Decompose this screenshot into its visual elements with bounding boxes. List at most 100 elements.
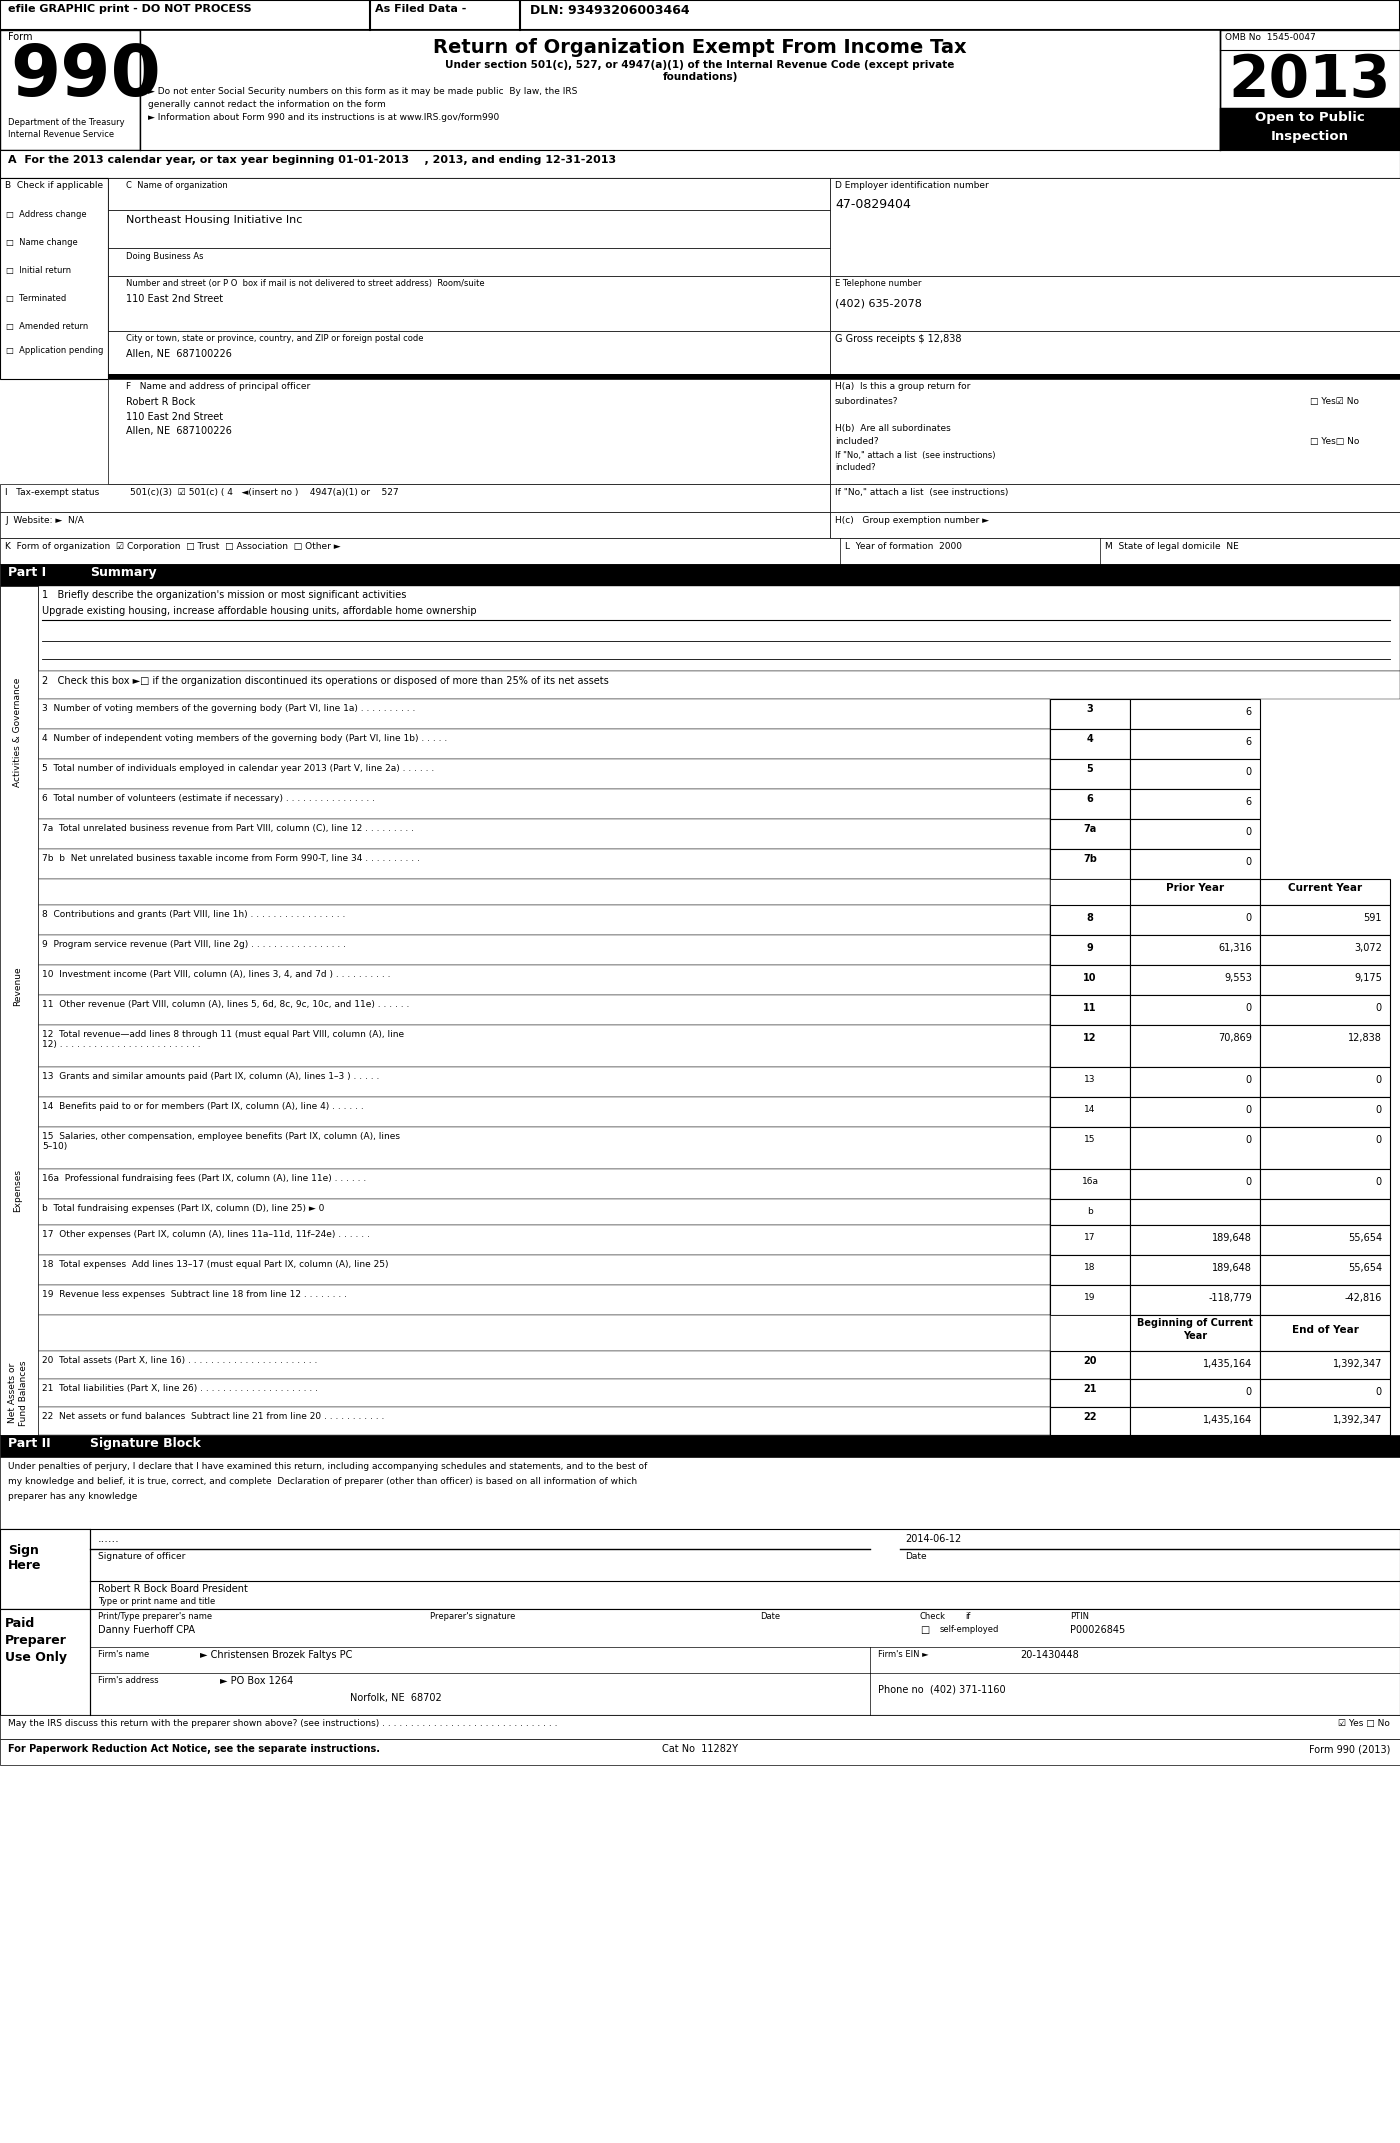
Text: □  Amended return: □ Amended return (6, 321, 88, 330)
Text: May the IRS discuss this return with the preparer shown above? (see instructions: May the IRS discuss this return with the… (8, 1719, 557, 1727)
Bar (38, 1097, 1050, 1127)
Text: I   Tax-exempt status: I Tax-exempt status (6, 489, 99, 497)
Bar (1050, 934, 1130, 964)
Text: ► PO Box 1264: ► PO Box 1264 (220, 1676, 293, 1687)
Bar (1130, 789, 1260, 819)
Text: □  Application pending: □ Application pending (6, 345, 104, 356)
Text: Allen, NE  687100226: Allen, NE 687100226 (126, 426, 232, 435)
Text: Prior Year: Prior Year (1166, 883, 1224, 894)
Text: 2014-06-12: 2014-06-12 (904, 1534, 962, 1543)
Text: 591: 591 (1364, 913, 1382, 924)
Text: Type or print name and title: Type or print name and title (98, 1597, 216, 1605)
Text: 990: 990 (10, 43, 161, 111)
Bar (38, 879, 1050, 904)
Bar (830, 379, 1400, 484)
Text: F   Name and address of principal officer: F Name and address of principal officer (126, 381, 311, 390)
Bar (108, 276, 830, 330)
Text: M  State of legal domicile  NE: M State of legal domicile NE (1105, 542, 1239, 551)
Bar (38, 1256, 1050, 1286)
Bar (1050, 699, 1130, 729)
Text: 14  Benefits paid to or for members (Part IX, column (A), line 4) . . . . . .: 14 Benefits paid to or for members (Part… (42, 1102, 364, 1110)
Text: b: b (1088, 1207, 1093, 1215)
Bar (1219, 30, 1400, 150)
Text: 15  Salaries, other compensation, employee benefits (Part IX, column (A), lines
: 15 Salaries, other compensation, employe… (42, 1132, 400, 1151)
Text: Danny Fuerhoff CPA: Danny Fuerhoff CPA (98, 1624, 195, 1635)
Text: Allen, NE  687100226: Allen, NE 687100226 (126, 349, 232, 360)
Bar (38, 1378, 1050, 1408)
Bar (38, 1286, 1050, 1316)
Text: Print/Type preparer's name: Print/Type preparer's name (98, 1612, 213, 1620)
Text: Return of Organization Exempt From Income Tax: Return of Organization Exempt From Incom… (433, 39, 967, 58)
Text: -118,779: -118,779 (1208, 1292, 1252, 1303)
Text: Activities & Governance: Activities & Governance (14, 677, 22, 786)
Bar (38, 699, 1050, 729)
Text: 20-1430448: 20-1430448 (1021, 1650, 1079, 1661)
Text: 11  Other revenue (Part VIII, column (A), lines 5, 6d, 8c, 9c, 10c, and 11e) . .: 11 Other revenue (Part VIII, column (A),… (42, 1001, 409, 1009)
Bar (1260, 1256, 1390, 1286)
Bar (38, 1226, 1050, 1256)
Bar (38, 1198, 1050, 1226)
Bar (38, 904, 1050, 934)
Text: my knowledge and belief, it is true, correct, and complete  Declaration of prepa: my knowledge and belief, it is true, cor… (8, 1477, 637, 1485)
Text: A  For the 2013 calendar year, or tax year beginning 01-01-2013    , 2013, and e: A For the 2013 calendar year, or tax yea… (8, 154, 616, 165)
Text: Firm's name: Firm's name (98, 1650, 150, 1659)
Text: Form: Form (8, 32, 32, 43)
Text: 9  Program service revenue (Part VIII, line 2g) . . . . . . . . . . . . . . . . : 9 Program service revenue (Part VIII, li… (42, 941, 346, 949)
Bar (1260, 1168, 1390, 1198)
Text: Year: Year (1183, 1331, 1207, 1342)
Text: 7a  Total unrelated business revenue from Part VIII, column (C), line 12 . . . .: 7a Total unrelated business revenue from… (42, 825, 414, 834)
Text: C  Name of organization: C Name of organization (126, 180, 228, 191)
Bar (1130, 849, 1260, 879)
Text: 6: 6 (1246, 707, 1252, 718)
Bar (1130, 1378, 1260, 1408)
Bar (1050, 879, 1130, 904)
Text: 20: 20 (1084, 1357, 1096, 1365)
Bar (1130, 1097, 1260, 1127)
Text: 15: 15 (1084, 1136, 1096, 1144)
Text: Robert R Bock Board President: Robert R Bock Board President (98, 1584, 248, 1594)
Text: Signature of officer: Signature of officer (98, 1552, 185, 1560)
Bar (1050, 789, 1130, 819)
Text: OMB No  1545-0047: OMB No 1545-0047 (1225, 32, 1316, 43)
Text: Number and street (or P O  box if mail is not delivered to street address)  Room: Number and street (or P O box if mail is… (126, 279, 484, 287)
Bar (108, 330, 830, 379)
Bar (0, 1457, 1400, 1528)
Bar (1130, 1024, 1260, 1067)
Bar (830, 512, 1400, 538)
Text: Signature Block: Signature Block (90, 1438, 200, 1451)
Text: Doing Business As: Doing Business As (126, 253, 203, 261)
Text: 0: 0 (1246, 913, 1252, 924)
Bar (1050, 1350, 1130, 1378)
Text: 6: 6 (1086, 795, 1093, 804)
Text: 0: 0 (1376, 1076, 1382, 1084)
Text: Department of the Treasury: Department of the Treasury (8, 118, 125, 126)
Bar (38, 1168, 1050, 1198)
Bar (1260, 1024, 1390, 1067)
Bar (1260, 1198, 1390, 1226)
Text: 4  Number of independent voting members of the governing body (Part VI, line 1b): 4 Number of independent voting members o… (42, 735, 447, 744)
Bar (0, 1436, 1400, 1457)
Bar (1130, 1256, 1260, 1286)
Text: 0: 0 (1376, 1387, 1382, 1397)
Text: H(c)   Group exemption number ►: H(c) Group exemption number ► (834, 516, 988, 525)
Text: 10: 10 (1084, 973, 1096, 984)
Text: ► Christensen Brozek Faltys PC: ► Christensen Brozek Faltys PC (200, 1650, 353, 1661)
Text: 6: 6 (1246, 797, 1252, 808)
Text: 0: 0 (1376, 1106, 1382, 1114)
Bar (38, 1408, 1050, 1436)
Text: 110 East 2nd Street: 110 East 2nd Street (126, 294, 223, 304)
Text: 5  Total number of individuals employed in calendar year 2013 (Part V, line 2a) : 5 Total number of individuals employed i… (42, 765, 434, 774)
Bar (1130, 994, 1260, 1024)
Bar (108, 379, 830, 484)
Text: □: □ (920, 1624, 930, 1635)
Text: Part II: Part II (8, 1438, 50, 1451)
Bar (38, 1127, 1050, 1168)
Bar (1130, 879, 1260, 904)
Bar (830, 178, 1400, 276)
Bar (1050, 849, 1130, 879)
Text: H(b)  Are all subordinates: H(b) Are all subordinates (834, 424, 951, 433)
Bar (0, 150, 1400, 178)
Text: (402) 635-2078: (402) 635-2078 (834, 298, 921, 309)
Text: J  Website: ►  N/A: J Website: ► N/A (6, 516, 84, 525)
Text: 47-0829404: 47-0829404 (834, 197, 911, 210)
